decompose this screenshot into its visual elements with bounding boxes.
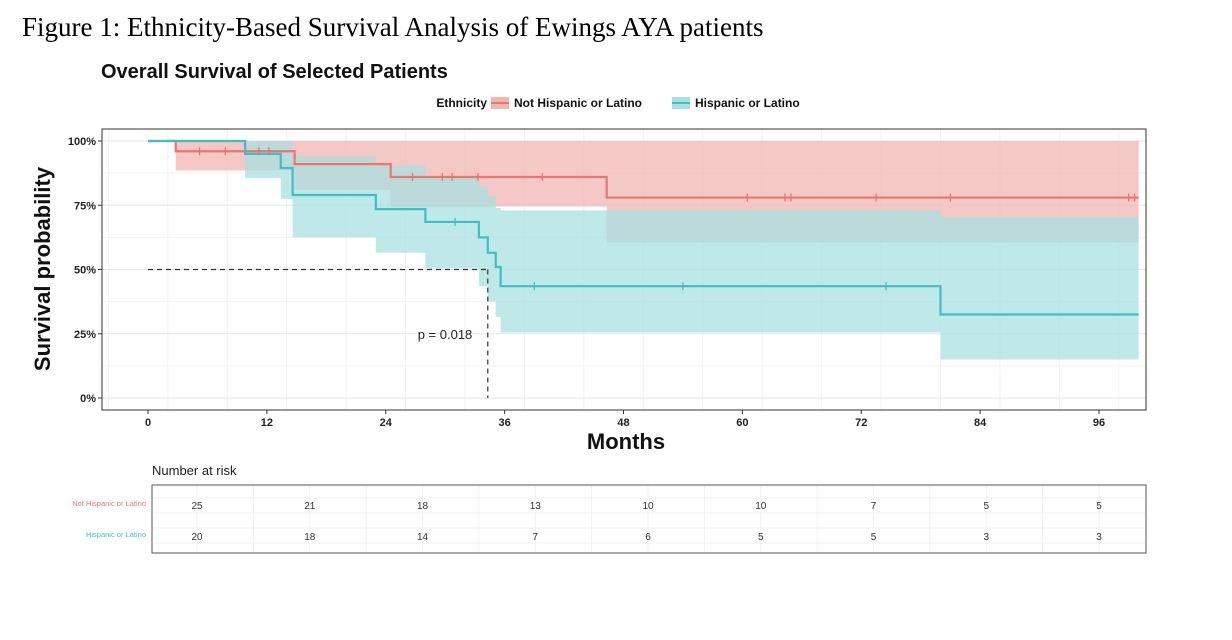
confidence-bands: [148, 141, 1139, 360]
y-tick-label: 75%: [74, 200, 96, 212]
x-tick-label: 0: [145, 417, 151, 429]
survival-curves: [148, 139, 1139, 316]
risk-value-hispanic: 6: [645, 532, 651, 543]
confidence-band-hispanic: [148, 141, 1139, 360]
legend-key-not-hispanic: [491, 97, 509, 109]
risk-value-hispanic: 5: [758, 532, 764, 543]
median-line: [148, 268, 489, 398]
risk-value-hispanic: 3: [983, 532, 989, 543]
p-value-annotation: p = 0.018: [418, 327, 473, 342]
risk-value-hispanic: 14: [417, 532, 429, 543]
risk-value-not-hispanic: 25: [191, 501, 203, 512]
risk-value-not-hispanic: 18: [417, 501, 429, 512]
x-tick-label: 24: [380, 417, 393, 429]
risk-value-not-hispanic: 13: [530, 501, 542, 512]
risk-value-not-hispanic: 5: [983, 501, 989, 512]
risk-value-not-hispanic: 10: [642, 501, 654, 512]
censor-marks: [198, 147, 1136, 291]
y-axis: 0% 25% 50% 75% 100%: [68, 136, 102, 405]
risk-value-not-hispanic: 5: [1096, 501, 1102, 512]
risk-table-values: 25 21 18 13 10 10 7 5 5 20 18 14 7 6 5 5 3 3: [191, 501, 1102, 543]
figure-caption: Figure 1: Ethnicity-Based Survival Analy…: [22, 12, 764, 42]
y-tick-label: 100%: [68, 136, 96, 148]
x-tick-label: 84: [974, 417, 987, 429]
risk-value-hispanic: 3: [1096, 532, 1102, 543]
risk-table-grid: [153, 486, 1145, 552]
risk-value-hispanic: 7: [532, 532, 538, 543]
legend-label-not-hispanic: Not Hispanic or Latino: [514, 96, 642, 110]
legend: Ethnicity Not Hispanic or Latino Hispani…: [436, 96, 799, 110]
x-axis-label: Months: [587, 429, 665, 454]
y-tick-label: 0%: [80, 393, 96, 405]
legend-key-hispanic: [672, 97, 690, 109]
survival-curve-hispanic: [148, 139, 1139, 316]
x-axis: 0 12 24 36 48 60 72 84 96: [145, 410, 1105, 429]
x-tick-label: 72: [855, 417, 867, 429]
x-tick-label: 48: [617, 417, 629, 429]
survival-curve-not-hispanic: [148, 139, 1139, 199]
risk-value-not-hispanic: 7: [871, 501, 877, 512]
x-tick-label: 36: [499, 417, 511, 429]
legend-title: Ethnicity: [436, 96, 487, 110]
risk-row-label-not-hispanic: Not Hispanic or Latino: [72, 499, 146, 508]
x-tick-label: 96: [1093, 417, 1105, 429]
risk-value-hispanic: 18: [304, 532, 316, 543]
y-tick-label: 25%: [74, 329, 96, 341]
risk-value-not-hispanic: 21: [304, 501, 316, 512]
x-tick-label: 12: [261, 417, 273, 429]
risk-value-hispanic: 20: [191, 532, 203, 543]
risk-row-label-hispanic: Hispanic or Latino: [86, 530, 146, 539]
chart-title: Overall Survival of Selected Patients: [101, 61, 448, 83]
risk-table-title: Number at risk: [152, 463, 237, 478]
y-tick-label: 50%: [74, 265, 96, 277]
risk-value-not-hispanic: 10: [755, 501, 767, 512]
risk-value-hispanic: 5: [871, 532, 877, 543]
y-axis-label: Survival probability: [30, 166, 55, 371]
legend-label-hispanic: Hispanic or Latino: [695, 96, 800, 110]
risk-table-panel: [151, 484, 1147, 554]
x-tick-label: 60: [736, 417, 748, 429]
